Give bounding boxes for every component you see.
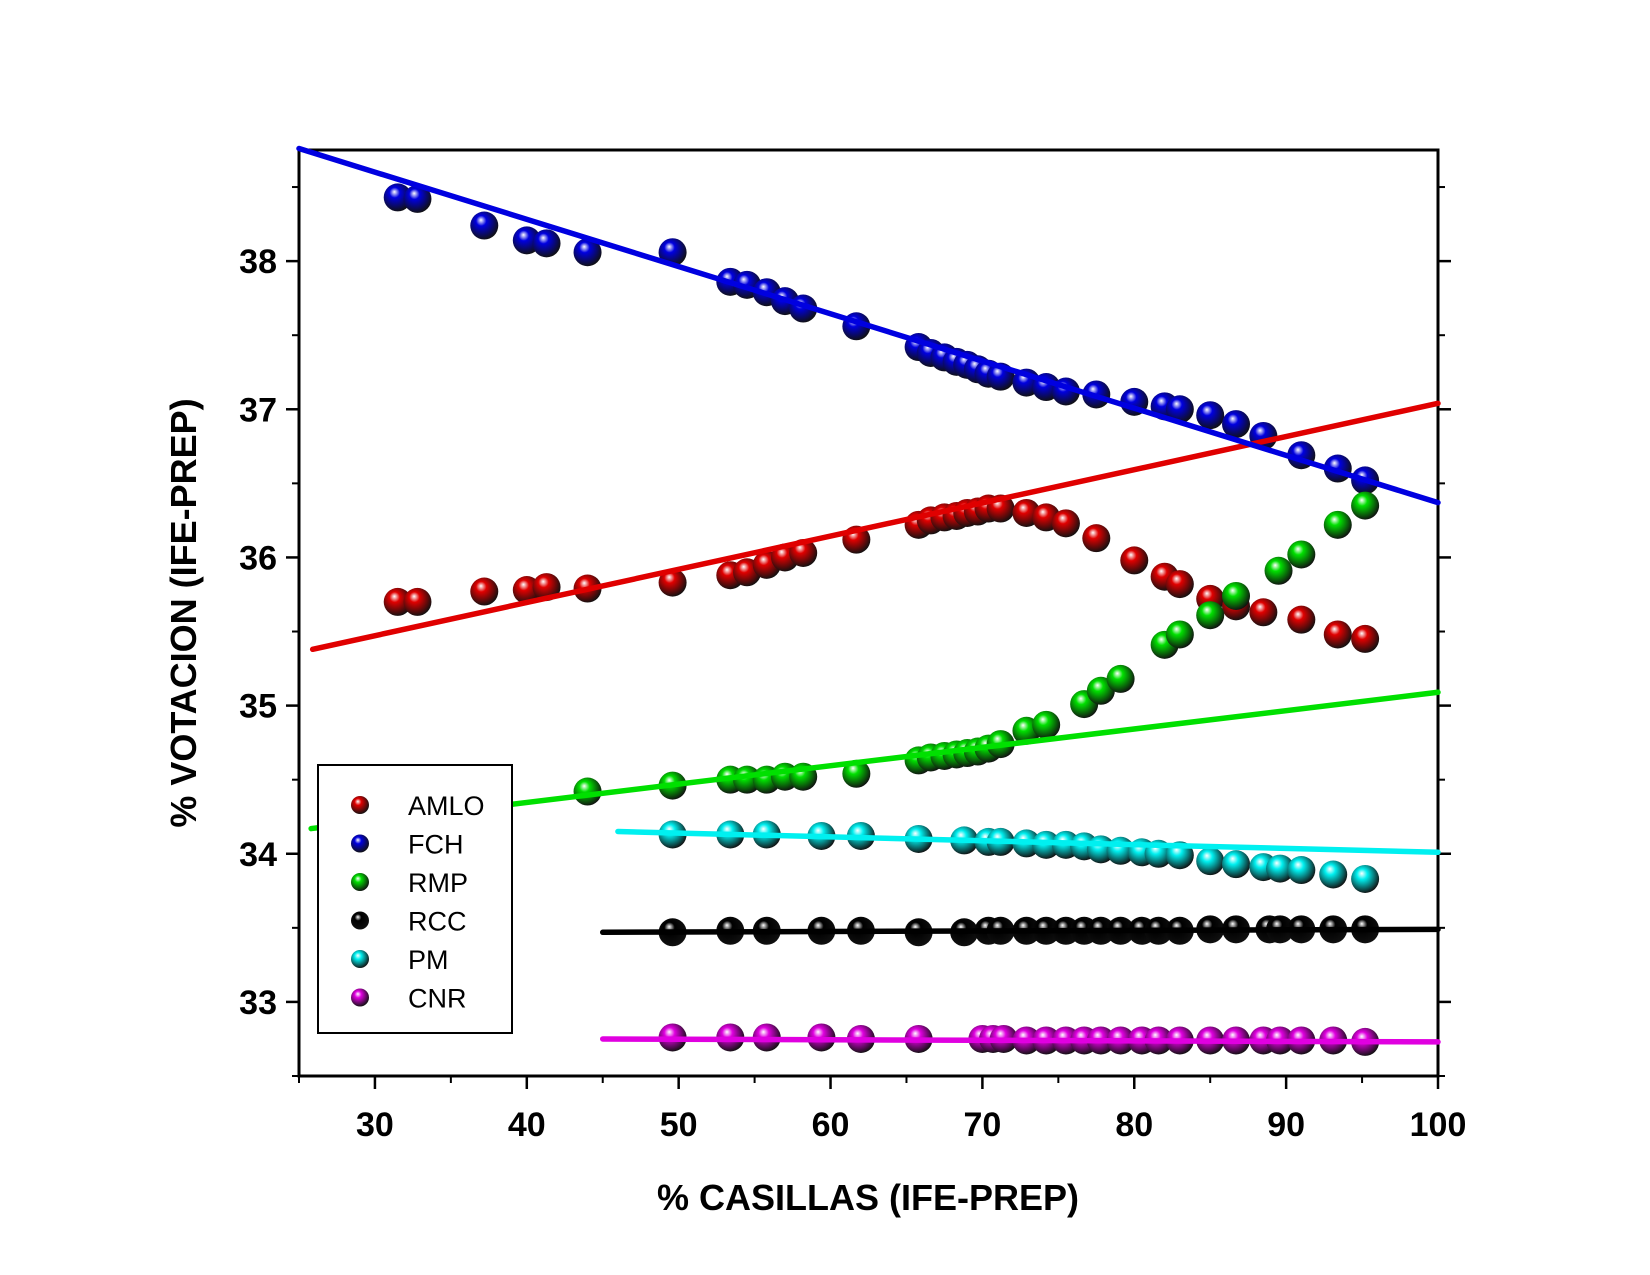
point-fch xyxy=(532,229,561,258)
point-fch xyxy=(403,184,432,213)
point-amlo xyxy=(383,587,412,616)
x-tick-label: 80 xyxy=(1115,1106,1153,1144)
point-pm xyxy=(1351,864,1380,893)
fit-lines xyxy=(296,145,1441,1045)
point-rmp xyxy=(1323,510,1352,539)
point-rmp xyxy=(842,759,871,788)
fit-line-cnr xyxy=(599,1036,1441,1045)
legend-label-cnr: CNR xyxy=(408,984,467,1014)
data-points xyxy=(383,183,1380,1056)
x-tick-label: 60 xyxy=(812,1106,850,1144)
point-amlo xyxy=(658,568,687,597)
point-fch xyxy=(1196,401,1225,430)
point-amlo xyxy=(470,577,499,606)
x-tick-label: 40 xyxy=(508,1106,546,1144)
plot-frame xyxy=(297,148,1440,1078)
legend-marker-fch xyxy=(351,834,369,853)
legend-label-pm: PM xyxy=(408,945,449,975)
point-rmp xyxy=(1351,491,1380,520)
x-tick-label: 100 xyxy=(1410,1106,1467,1144)
x-tick-label: 30 xyxy=(356,1106,394,1144)
point-fch xyxy=(1165,395,1194,424)
point-rmp xyxy=(1032,710,1061,739)
point-pm xyxy=(1196,847,1225,876)
point-amlo xyxy=(1323,620,1352,649)
x-tick-label: 50 xyxy=(660,1106,698,1144)
legend-label-rmp: RMP xyxy=(408,868,468,898)
y-tick-label: 35 xyxy=(239,688,277,726)
point-amlo xyxy=(1051,509,1080,538)
point-amlo xyxy=(1287,605,1316,634)
y-tick-label: 38 xyxy=(239,243,277,281)
point-rmp xyxy=(1222,581,1251,610)
y-tick-label: 36 xyxy=(239,539,277,577)
y-axis-title: % VOTACION (IFE-PREP) xyxy=(163,398,204,827)
legend-box xyxy=(317,764,513,1034)
y-tick-label: 33 xyxy=(239,984,277,1022)
point-pm xyxy=(1222,850,1251,879)
legend-marker-rcc xyxy=(351,911,369,930)
point-amlo xyxy=(1082,524,1111,553)
legend-marker-pm xyxy=(351,950,369,968)
point-rmp xyxy=(1287,540,1316,569)
fit-line-pm xyxy=(615,828,1441,856)
axis-ticks: 30 40 50 60 70 80 90 100 33 34 35 36 37 38 xyxy=(239,186,1467,1144)
point-pm xyxy=(1319,860,1348,889)
legend-label-fch: FCH xyxy=(408,830,464,860)
point-fch xyxy=(573,238,602,267)
legend-label-amlo: AMLO xyxy=(408,791,485,821)
point-rmp xyxy=(1106,664,1135,693)
point-amlo xyxy=(1351,624,1380,653)
fit-line-rcc xyxy=(599,926,1441,936)
point-amlo xyxy=(1249,598,1278,627)
point-fch xyxy=(470,211,499,240)
fit-line-fch xyxy=(296,145,1441,506)
point-rmp xyxy=(1196,601,1225,630)
y-tick-label: 37 xyxy=(239,391,277,429)
legend: AMLO FCH RMP RCC PM CNR xyxy=(317,764,513,1034)
legend-marker-cnr xyxy=(351,988,369,1007)
legend-marker-rmp xyxy=(351,873,369,891)
legend-marker-amlo xyxy=(351,796,369,814)
point-pm xyxy=(1266,854,1295,883)
y-tick-label: 34 xyxy=(239,836,277,874)
point-amlo xyxy=(1120,546,1149,575)
point-fch xyxy=(1222,410,1251,439)
x-axis-title: % CASILLAS (IFE-PREP) xyxy=(657,1177,1079,1218)
point-amlo xyxy=(1165,570,1194,599)
point-rmp xyxy=(1165,620,1194,649)
legend-label-rcc: RCC xyxy=(408,907,467,937)
point-amlo xyxy=(403,587,432,616)
x-tick-label: 90 xyxy=(1267,1106,1305,1144)
point-pm xyxy=(1287,856,1316,885)
point-rmp xyxy=(1264,556,1293,585)
point-fch xyxy=(658,238,687,267)
x-tick-label: 70 xyxy=(963,1106,1001,1144)
